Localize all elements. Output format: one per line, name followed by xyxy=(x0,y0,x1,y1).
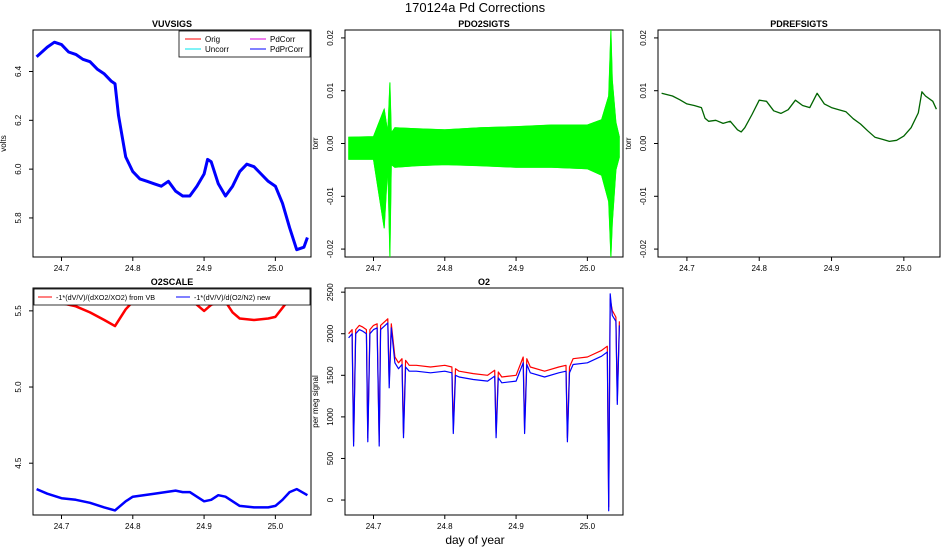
pdo2sigts-panel: PDO2SIGTS torr 24.7 24.8 24.9 25.0 -0.02 -0.01 0… xyxy=(311,19,624,273)
vuvsigs-y-tick-label: 6.4 xyxy=(14,65,23,77)
vuvsigs-y-tick-label: 6.2 xyxy=(14,114,23,126)
vuvsigs-title: VUVSIGS xyxy=(152,19,192,29)
o2-x-tick-label: 24.8 xyxy=(437,522,453,531)
o2-y-tick-label: 1500 xyxy=(326,366,335,384)
o2-y-tick-label: 2000 xyxy=(326,324,335,342)
vuvsigs-series-line-0 xyxy=(35,40,309,252)
pdrefsigts-y-tick-label: 0.00 xyxy=(639,135,648,151)
o2scale-x-tick-label: 24.9 xyxy=(196,522,212,531)
pdo2sigts-series-line-0 xyxy=(348,30,620,138)
pdrefsigts-series-line-0 xyxy=(661,91,937,143)
o2-y-tick-label: 1000 xyxy=(326,407,335,425)
o2scale-x-tick-label: 24.7 xyxy=(54,522,70,531)
o2-x-tick-label: 24.7 xyxy=(366,522,382,531)
pdo2sigts-x-tick-label: 24.8 xyxy=(437,264,453,273)
pdrefsigts-y-tick-label: -0.01 xyxy=(639,187,648,206)
o2scale-legend-label: -1*(dV/V)/(dXO2/XO2) from VB xyxy=(56,293,155,302)
o2scale-y-tick-label: 5.0 xyxy=(14,381,23,393)
vuvsigs-legend-label: Orig xyxy=(205,35,220,44)
figure-x-axis-label: day of year xyxy=(445,533,504,547)
pdrefsigts-x-tick-label: 24.8 xyxy=(751,264,767,273)
pdo2sigts-x-tick-label: 25.0 xyxy=(580,264,596,273)
pdo2sigts-title: PDO2SIGTS xyxy=(458,19,510,29)
vuvsigs-plot-frame xyxy=(32,29,312,258)
vuvsigs-legend-label: Uncorr xyxy=(205,45,229,54)
o2scale-panel: O2SCALE 24.7 24.8 24.9 25.0 4.5 5.0 5.5 -1*(dV/V… xyxy=(14,277,312,531)
vuvsigs-x-tick-label: 25.0 xyxy=(268,264,284,273)
pdrefsigts-y-tick-label: -0.02 xyxy=(639,239,648,258)
pdrefsigts-x-tick-label: 25.0 xyxy=(896,264,912,273)
vuvsigs-y-tick-label: 6.0 xyxy=(14,163,23,175)
o2-y-tick-label: 0 xyxy=(326,497,335,502)
o2-title: O2 xyxy=(478,277,490,287)
o2-y-tick-label: 2500 xyxy=(326,283,335,301)
pdrefsigts-x-tick-label: 24.9 xyxy=(824,264,840,273)
vuvsigs-panel: VUVSIGS volts 24.7 24.8 24.9 25.0 5.8 6.0 6.2 6.4… xyxy=(0,19,312,273)
o2scale-legend: -1*(dV/V)/(dXO2/XO2) from VB -1*(dV/V)/d(… xyxy=(33,288,311,306)
o2scale-y-tick-label: 5.5 xyxy=(14,305,23,317)
o2-y-tick-label: 500 xyxy=(326,451,335,465)
o2scale-y-tick-label: 4.5 xyxy=(14,457,23,469)
vuvsigs-plot-area xyxy=(35,40,309,252)
pdo2sigts-y-tick-label: -0.01 xyxy=(326,187,335,206)
o2-series-line-0 xyxy=(348,298,620,508)
chart-panels: VUVSIGS volts 24.7 24.8 24.9 25.0 5.8 6.0 6.2 6.4… xyxy=(0,19,941,531)
pdrefsigts-plot-area xyxy=(661,91,937,143)
pdrefsigts-plot-frame xyxy=(657,29,941,258)
pdo2sigts-y-tick-label: -0.02 xyxy=(326,239,335,258)
vuvsigs-legend-label: PdPrCorr xyxy=(270,45,304,54)
pdo2sigts-x-tick-label: 24.7 xyxy=(366,264,382,273)
pdrefsigts-y-tick-label: 0.01 xyxy=(639,82,648,98)
pdo2sigts-plot-area xyxy=(348,30,620,257)
o2-x-tick-label: 25.0 xyxy=(580,522,596,531)
pdrefsigts-x-tick-label: 24.7 xyxy=(679,264,695,273)
o2-plot-area xyxy=(348,293,620,512)
o2scale-x-tick-label: 24.8 xyxy=(125,522,141,531)
vuvsigs-x-tick-label: 24.9 xyxy=(196,264,212,273)
pdo2sigts-y-tick-label: 0.00 xyxy=(326,135,335,151)
vuvsigs-legend-label: PdCorr xyxy=(270,35,296,44)
o2scale-plot-area xyxy=(36,291,309,512)
o2-y-axis-label: per meg signal xyxy=(311,375,320,428)
o2scale-legend-box xyxy=(33,288,311,306)
pdo2sigts-x-tick-label: 24.9 xyxy=(508,264,524,273)
o2-plot-frame xyxy=(344,287,624,516)
pdrefsigts-y-tick-label: 0.02 xyxy=(639,30,648,46)
o2-panel: O2 per meg signal 24.7 24.8 24.9 25.0 0 500 1000… xyxy=(311,277,624,531)
vuvsigs-y-tick-label: 5.8 xyxy=(14,212,23,224)
vuvsigs-x-tick-label: 24.7 xyxy=(54,264,70,273)
o2scale-series-line-0 xyxy=(36,291,308,328)
pdo2sigts-y-axis-label: torr xyxy=(311,137,320,149)
o2-x-tick-label: 24.9 xyxy=(508,522,524,531)
vuvsigs-y-axis-label: volts xyxy=(0,135,8,151)
vuvsigs-x-tick-label: 24.8 xyxy=(125,264,141,273)
pdo2sigts-y-tick-label: 0.02 xyxy=(326,30,335,46)
o2scale-legend-label: -1*(dV/V)/d(O2/N2) new xyxy=(194,293,271,302)
pdo2sigts-y-tick-label: 0.01 xyxy=(326,82,335,98)
pdrefsigts-title: PDREFSIGTS xyxy=(770,19,828,29)
figure-title: 170124a Pd Corrections xyxy=(405,0,546,15)
o2-series-line-1 xyxy=(348,293,620,512)
pdrefsigts-y-axis-label: torr xyxy=(624,137,633,149)
pdrefsigts-panel: PDREFSIGTS torr 24.7 24.8 24.9 25.0 -0.02 -0.01… xyxy=(624,19,941,273)
pdo2sigts-series-line-1 xyxy=(348,156,620,257)
o2scale-series-line-1 xyxy=(36,487,309,512)
o2scale-plot-frame xyxy=(32,287,312,516)
o2scale-title: O2SCALE xyxy=(151,277,194,287)
vuvsigs-legend-box xyxy=(178,30,311,58)
o2scale-x-tick-label: 25.0 xyxy=(268,522,284,531)
